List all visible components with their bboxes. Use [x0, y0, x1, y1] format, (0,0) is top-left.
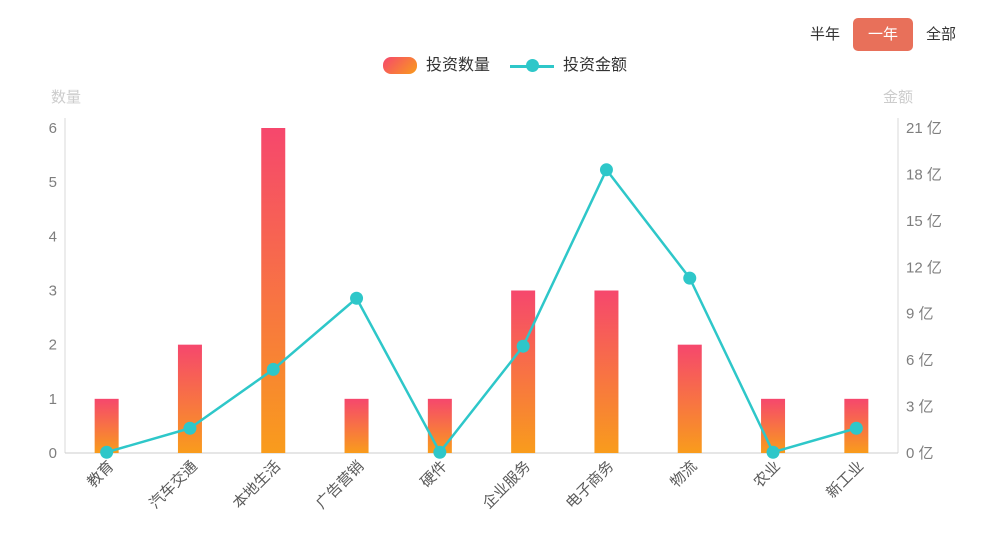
x-axis-label: 教育: [84, 458, 117, 491]
left-axis-tick-label: 2: [49, 337, 57, 354]
line-point-新工业[interactable]: [849, 421, 863, 435]
range-option-half-year[interactable]: 半年: [809, 26, 840, 43]
line-point-广告营销[interactable]: [350, 291, 364, 305]
left-axis-name: 数量: [51, 89, 81, 106]
range-option-all[interactable]: 全部: [925, 26, 956, 43]
left-axis-tick-label: 0: [49, 445, 57, 462]
left-axis-tick-label: 6: [49, 120, 57, 137]
bar-企业服务[interactable]: [511, 290, 536, 454]
x-axis-label: 汽车交通: [146, 457, 201, 512]
bar-硬件[interactable]: [427, 398, 452, 453]
bar-series-swatch-icon: [383, 57, 417, 74]
right-axis-tick-label: 6 亿: [906, 352, 934, 369]
right-axis-tick-label: 9 亿: [906, 306, 934, 323]
x-axis-label: 本地生活: [230, 458, 284, 512]
bar-广告营销[interactable]: [344, 398, 369, 453]
x-axis-label: 新工业: [823, 458, 867, 502]
legend-label-investment-count: 投资数量: [426, 56, 491, 74]
line-point-企业服务[interactable]: [516, 339, 530, 353]
range-option-one-year[interactable]: 一年: [852, 18, 913, 51]
line-point-电子商务[interactable]: [599, 163, 613, 177]
right-axis-tick-label: 12 亿: [906, 259, 942, 276]
line-point-本地生活[interactable]: [266, 362, 280, 376]
legend-item-investment-amount[interactable]: 投资金额: [510, 56, 628, 74]
left-axis-tick-label: 1: [49, 391, 57, 408]
legend-item-investment-count[interactable]: 投资数量: [383, 57, 490, 74]
left-axis-tick-label: 5: [49, 174, 57, 191]
amount-line-series: [106, 168, 857, 454]
line-point-农业[interactable]: [766, 445, 780, 459]
bar-电子商务[interactable]: [594, 290, 619, 454]
right-axis-tick-label: 21 亿: [906, 120, 942, 137]
line-point-汽车交通[interactable]: [183, 421, 197, 435]
bar-本地生活[interactable]: [261, 128, 286, 453]
bar-农业[interactable]: [761, 398, 786, 453]
right-axis-tick-label: 15 亿: [906, 213, 942, 230]
legend-label-investment-amount: 投资金额: [563, 56, 628, 74]
x-axis-label: 农业: [751, 458, 784, 491]
x-axis-label: 硬件: [417, 458, 450, 491]
time-range-controls: 半年 一年 全部: [810, 18, 956, 51]
line-point-硬件[interactable]: [433, 445, 447, 459]
right-axis-tick-label: 0 亿: [906, 445, 934, 462]
x-axis-label: 企业服务: [479, 457, 534, 512]
left-axis-tick-label: 3: [49, 283, 57, 300]
x-axis-label: 电子商务: [563, 458, 617, 512]
x-axis-label: 广告营销: [313, 458, 367, 512]
line-point-教育[interactable]: [100, 445, 114, 459]
bar-物流[interactable]: [677, 344, 702, 453]
chart-legend: 投资数量 投资金额: [383, 57, 627, 74]
right-axis-tick-label: 18 亿: [906, 166, 942, 183]
line-series-swatch-icon: [510, 59, 555, 73]
line-point-物流[interactable]: [683, 271, 697, 285]
right-axis-name: 金额: [883, 89, 913, 106]
bar-教育[interactable]: [94, 398, 119, 453]
left-axis-tick-label: 4: [49, 228, 57, 245]
bar-汽车交通[interactable]: [177, 344, 202, 453]
right-axis-tick-label: 3 亿: [906, 399, 934, 416]
x-axis-label: 物流: [667, 458, 700, 491]
